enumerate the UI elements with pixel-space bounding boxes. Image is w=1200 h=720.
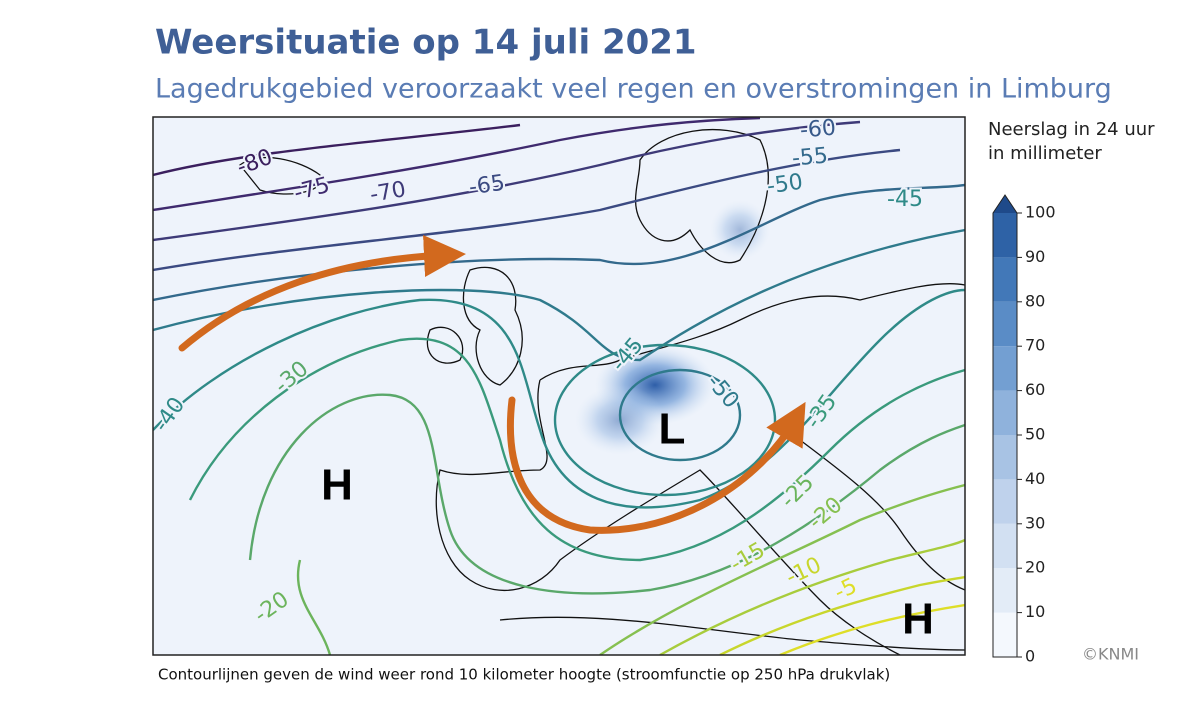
colorbar-tick-label: 0 bbox=[1025, 647, 1035, 666]
credit: ©KNMI bbox=[1082, 645, 1139, 664]
colorbar-step bbox=[993, 257, 1017, 302]
colorbar-tick-label: 90 bbox=[1025, 247, 1045, 266]
colorbar-step bbox=[993, 301, 1017, 347]
colorbar-title: in millimeter bbox=[988, 143, 1102, 164]
colorbar-tick-label: 40 bbox=[1025, 469, 1045, 488]
map: -80-75 -70 -65-60-55-50-45-40-30-20-45-50-… bbox=[153, 115, 965, 655]
pressure-label: H bbox=[321, 461, 353, 510]
precipitation bbox=[710, 200, 770, 260]
colorbar-step bbox=[993, 390, 1017, 435]
pressure-label: L bbox=[659, 405, 686, 454]
colorbar-tick-label: 100 bbox=[1025, 203, 1056, 222]
colorbar-frame bbox=[992, 194, 1018, 658]
caption: Contourlijnen geven de wind weer rond 10… bbox=[158, 666, 890, 684]
colorbar-step bbox=[993, 346, 1017, 391]
colorbar-title: Neerslag in 24 uur bbox=[988, 119, 1155, 140]
pressure-label: H bbox=[902, 595, 934, 644]
colorbar-step bbox=[993, 435, 1017, 480]
colorbar-step bbox=[993, 479, 1017, 524]
map-frame bbox=[152, 116, 966, 656]
colorbar-tick-label: 80 bbox=[1025, 291, 1045, 310]
pressure-labels: H L H bbox=[321, 405, 934, 644]
contour-label: -50 bbox=[765, 170, 804, 200]
contour-label: -65 bbox=[467, 171, 506, 201]
jet-arrows bbox=[178, 235, 806, 534]
colorbar-tick-label: 60 bbox=[1025, 380, 1045, 399]
colorbar: 0 10 20 30 40 50 60 70 80 90 100 bbox=[992, 194, 1056, 666]
contour-label: -70 bbox=[368, 177, 408, 208]
colorbar-tick-label: 30 bbox=[1025, 513, 1045, 532]
title: Weersituatie op 14 juli 2021 bbox=[155, 23, 697, 63]
colorbar-tick-label: 70 bbox=[1025, 336, 1045, 355]
colorbar-tick-label: 20 bbox=[1025, 558, 1045, 577]
colorbar-step bbox=[993, 568, 1017, 613]
map-background bbox=[153, 117, 965, 655]
colorbar-step bbox=[993, 213, 1017, 258]
colorbar-tick-label: 50 bbox=[1025, 425, 1045, 444]
subtitle: Lagedrukgebied veroorzaakt veel regen en… bbox=[155, 74, 1112, 105]
colorbar-step bbox=[993, 612, 1017, 657]
coastlines bbox=[239, 128, 965, 655]
contour-label: -55 bbox=[791, 143, 829, 171]
colorbar-step bbox=[993, 523, 1017, 569]
colorbar-tick-label: 10 bbox=[1025, 602, 1045, 621]
colorbar-extend bbox=[993, 195, 1017, 213]
contour-label: -45 bbox=[887, 187, 923, 212]
contour-label: -60 bbox=[799, 115, 837, 143]
